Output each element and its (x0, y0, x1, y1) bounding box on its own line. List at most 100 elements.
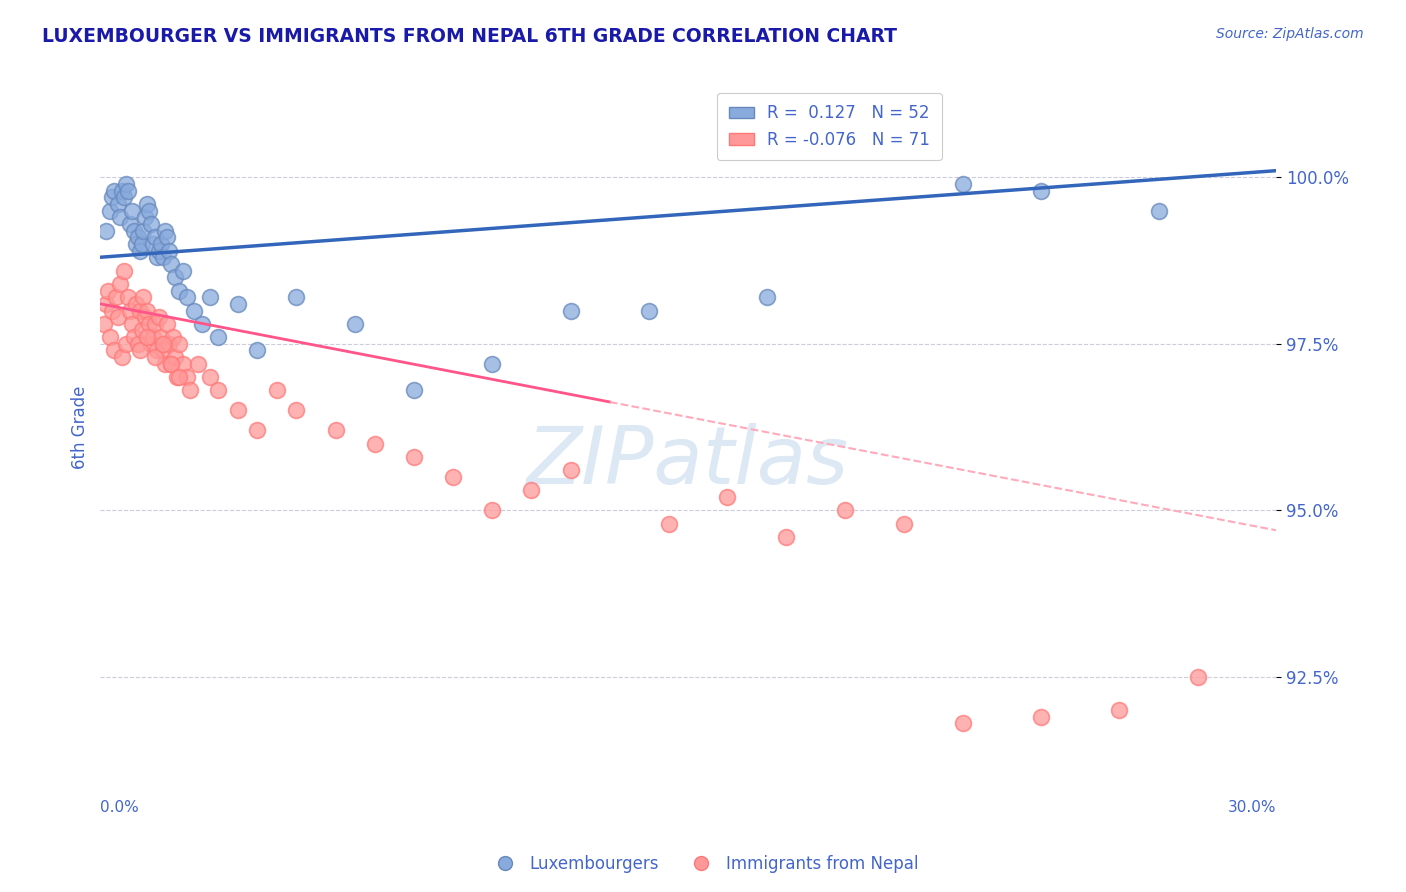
Point (136, 330, 159, 344)
Point (138, 203, 160, 218)
Point (124, 297, 146, 311)
Point (160, 357, 183, 371)
Point (179, 384, 201, 398)
Point (143, 317, 166, 331)
Point (143, 230, 166, 244)
Point (157, 336, 180, 351)
Point (172, 263, 194, 277)
Point (127, 336, 149, 351)
Point (114, 177, 136, 191)
Point (141, 336, 163, 351)
Point (176, 290, 198, 304)
Point (127, 230, 149, 244)
Point (207, 384, 229, 398)
Point (150, 236, 173, 251)
Point (207, 330, 229, 344)
Point (246, 343, 269, 358)
Legend: Luxembourgers, Immigrants from Nepal: Luxembourgers, Immigrants from Nepal (481, 848, 925, 880)
Point (153, 224, 176, 238)
Point (172, 357, 194, 371)
Point (153, 357, 176, 371)
Point (142, 330, 165, 344)
Point (198, 370, 221, 384)
Point (176, 370, 198, 384)
Point (114, 336, 136, 351)
Point (952, 716, 974, 731)
Point (128, 303, 150, 318)
Point (716, 490, 738, 504)
Legend: R =  0.127   N = 52, R = -0.076   N = 71: R = 0.127 N = 52, R = -0.076 N = 71 (717, 93, 942, 161)
Point (560, 303, 582, 318)
Point (142, 236, 165, 251)
Point (775, 530, 797, 544)
Point (117, 184, 139, 198)
Point (285, 290, 308, 304)
Point (148, 244, 170, 258)
Point (108, 277, 131, 291)
Point (107, 197, 129, 211)
Point (152, 336, 174, 351)
Text: LUXEMBOURGER VS IMMIGRANTS FROM NEPAL 6TH GRADE CORRELATION CHART: LUXEMBOURGER VS IMMIGRANTS FROM NEPAL 6T… (42, 27, 897, 45)
Point (103, 184, 125, 198)
Text: ZIPatlas: ZIPatlas (527, 423, 849, 501)
Point (166, 370, 188, 384)
Point (163, 350, 186, 364)
Point (163, 270, 186, 285)
Point (834, 503, 856, 517)
Point (136, 197, 159, 211)
Point (1029, 184, 1052, 198)
Point (167, 336, 190, 351)
Point (93, 317, 115, 331)
Point (285, 403, 308, 417)
Point (101, 303, 124, 318)
Point (98, 203, 121, 218)
Point (131, 324, 153, 338)
Point (118, 303, 141, 318)
Point (105, 290, 128, 304)
Point (481, 503, 503, 517)
Point (198, 290, 221, 304)
Point (143, 350, 166, 364)
Point (638, 303, 661, 318)
Point (112, 190, 135, 204)
Point (167, 370, 190, 384)
Point (141, 217, 163, 231)
Point (121, 203, 143, 218)
Point (560, 463, 582, 477)
Point (150, 330, 173, 344)
Point (136, 303, 159, 318)
Point (132, 224, 155, 238)
Point (246, 423, 269, 437)
Point (152, 250, 174, 264)
Point (1147, 203, 1170, 218)
Point (122, 224, 145, 238)
Point (121, 317, 143, 331)
Text: 30.0%: 30.0% (1227, 800, 1277, 815)
Point (134, 211, 156, 225)
Point (325, 423, 347, 437)
Point (122, 330, 145, 344)
Y-axis label: 6th Grade: 6th Grade (72, 385, 89, 468)
Point (191, 317, 214, 331)
Point (1187, 670, 1209, 684)
Point (146, 343, 169, 358)
Point (134, 310, 156, 325)
Point (132, 290, 155, 304)
Point (363, 436, 385, 450)
Point (162, 330, 184, 344)
Point (111, 184, 134, 198)
Point (128, 244, 150, 258)
Point (893, 516, 915, 531)
Point (111, 350, 134, 364)
Point (402, 384, 425, 398)
Point (160, 257, 183, 271)
Point (156, 230, 179, 244)
Point (152, 343, 174, 358)
Point (520, 483, 543, 498)
Point (226, 297, 249, 311)
Point (187, 357, 209, 371)
Point (344, 317, 367, 331)
Point (952, 177, 974, 191)
Point (107, 310, 129, 325)
Point (131, 236, 153, 251)
